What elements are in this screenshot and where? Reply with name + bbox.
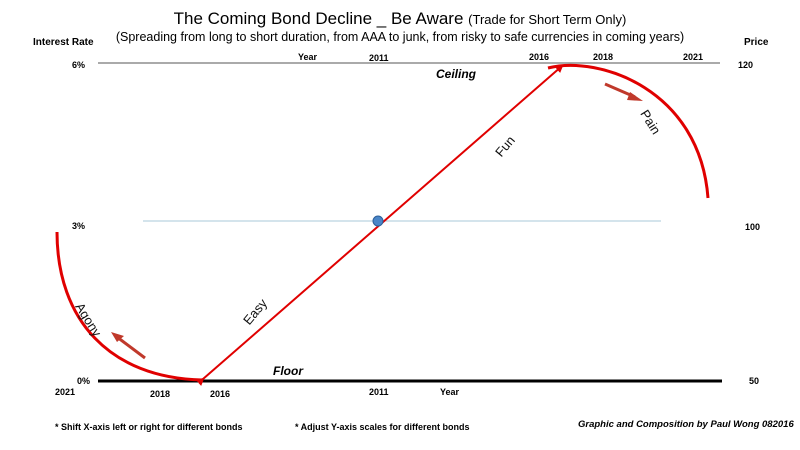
right-tick-50: 50 bbox=[749, 376, 760, 386]
bottom-year-2011: 2011 bbox=[369, 387, 389, 397]
ceiling-label: Ceiling bbox=[436, 67, 477, 81]
bottom-year-2018: 2018 bbox=[150, 389, 171, 399]
left-axis-label: Interest Rate bbox=[33, 37, 94, 48]
top-year-2011: 2011 bbox=[369, 53, 389, 63]
title-main: The Coming Bond Decline _ Be Aware bbox=[173, 9, 464, 28]
right-tick-120: 120 bbox=[738, 60, 754, 70]
pain-curve bbox=[547, 63, 710, 199]
agony-curve bbox=[55, 231, 203, 382]
left-tick-6: 6% bbox=[72, 60, 86, 70]
agony-direction-arrow bbox=[111, 332, 146, 360]
top-year-2018: 2018 bbox=[593, 52, 614, 62]
top-year-2021: 2021 bbox=[683, 52, 704, 62]
bottom-year-2021: 2021 bbox=[55, 387, 76, 397]
top-year-2016: 2016 bbox=[529, 52, 550, 62]
left-tick-0: 0% bbox=[77, 376, 91, 386]
pain-direction-arrow bbox=[604, 82, 643, 101]
floor-label: Floor bbox=[273, 364, 303, 378]
chart-subtitle: (Spreading from long to short duration, … bbox=[115, 30, 685, 44]
note-shift-x: * Shift X-axis left or right for differe… bbox=[55, 422, 243, 432]
right-axis-label: Price bbox=[744, 37, 769, 48]
credit-line: Graphic and Composition by Paul Wong 082… bbox=[578, 419, 794, 430]
title-parenthetical: (Trade for Short Term Only) bbox=[468, 12, 627, 27]
bottom-year-2016: 2016 bbox=[210, 389, 231, 399]
top-year-label: Year bbox=[298, 52, 318, 62]
note-adjust-y: * Adjust Y-axis scales for different bon… bbox=[295, 422, 470, 432]
chart-title: The Coming Bond Decline _ Be Aware (Trad… bbox=[0, 9, 800, 29]
left-tick-3: 3% bbox=[72, 221, 86, 231]
right-tick-100: 100 bbox=[745, 222, 761, 232]
bottom-year-label: Year bbox=[440, 387, 460, 397]
midpoint-marker bbox=[372, 215, 384, 227]
